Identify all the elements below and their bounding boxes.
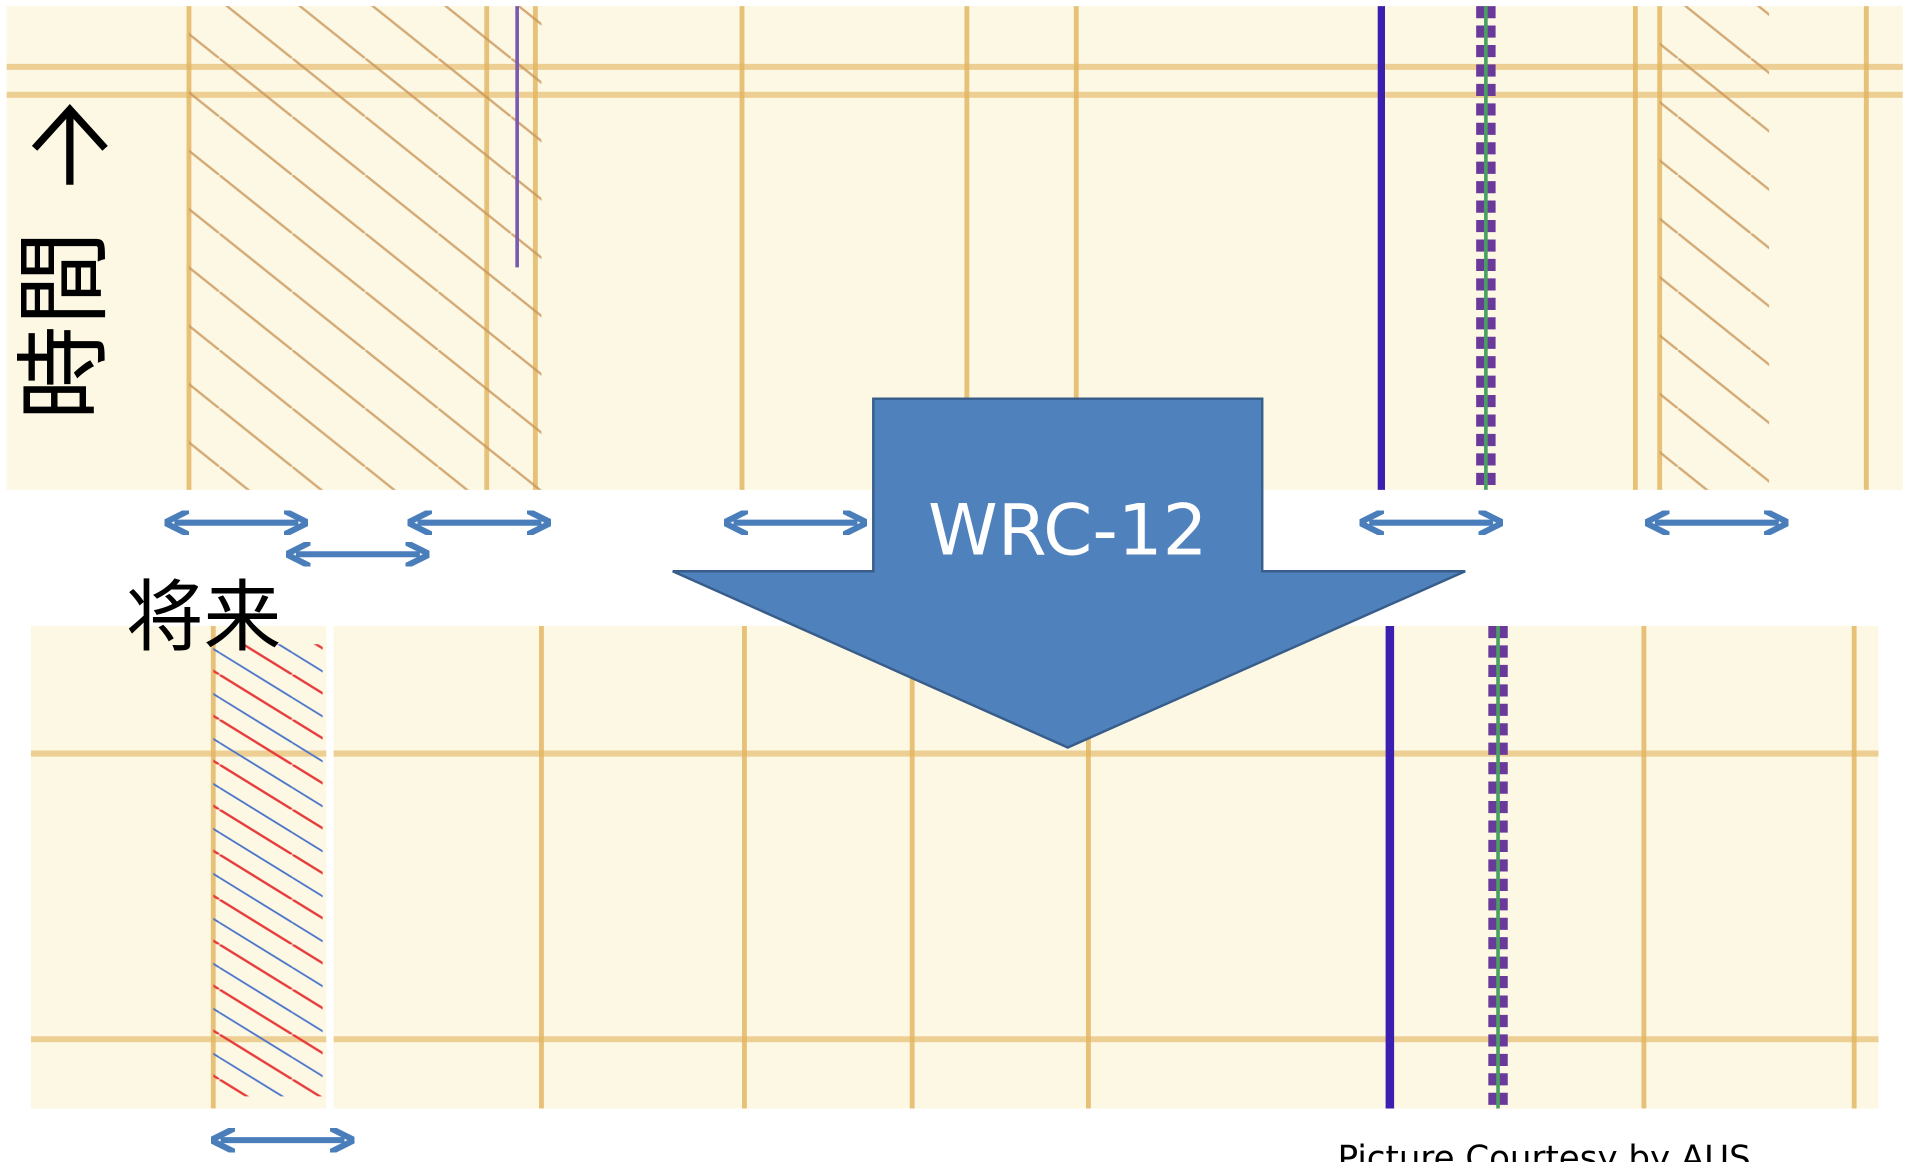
page: {"labels": {"time": "時間", "future": "将来"… bbox=[0, 0, 1907, 1162]
time-label: 時間 bbox=[10, 231, 120, 421]
arrow-label: WRC-12 bbox=[928, 489, 1208, 571]
credit: Picture Courtesy by AUS bbox=[1338, 1138, 1751, 1162]
future-label: 将来 bbox=[126, 573, 282, 663]
diagram: 時間 将来 WRC-12 Picture Courtesy by AUS bbox=[0, 0, 1907, 1162]
